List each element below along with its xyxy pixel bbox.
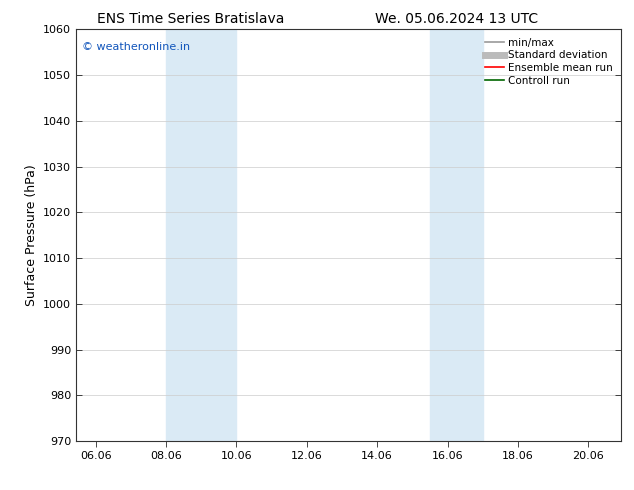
Legend: min/max, Standard deviation, Ensemble mean run, Controll run: min/max, Standard deviation, Ensemble me… (482, 35, 616, 89)
Bar (166, 29, 236, 441)
Text: ENS Time Series Bratislava: ENS Time Series Bratislava (96, 12, 284, 26)
Y-axis label: Surface Pressure (hPa): Surface Pressure (hPa) (25, 164, 37, 306)
Text: © weatheronline.in: © weatheronline.in (82, 42, 190, 52)
Bar (430, 29, 482, 441)
Text: We. 05.06.2024 13 UTC: We. 05.06.2024 13 UTC (375, 12, 538, 26)
